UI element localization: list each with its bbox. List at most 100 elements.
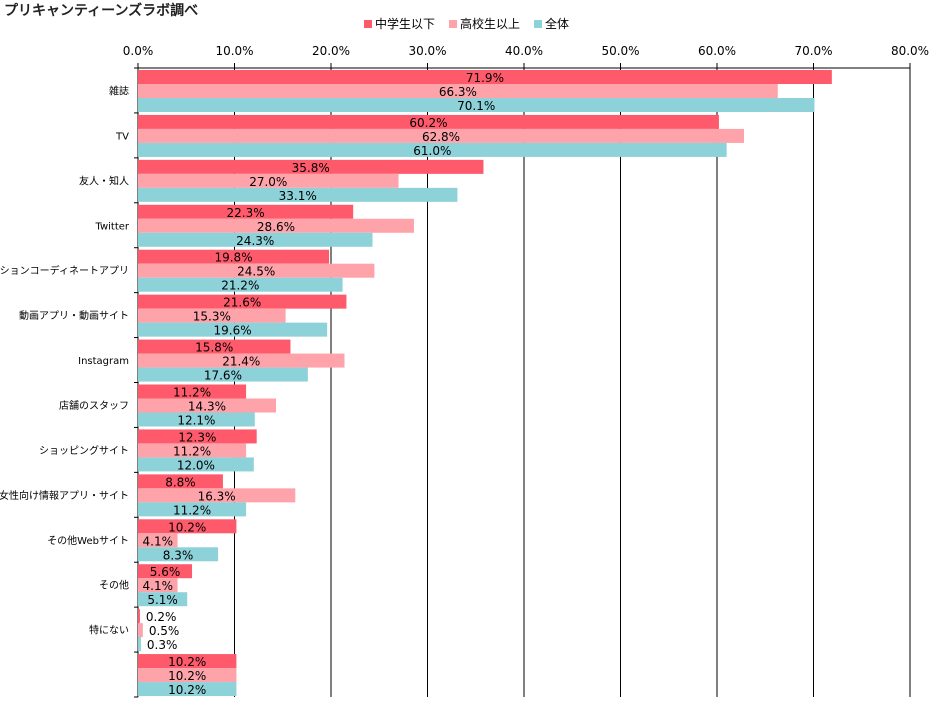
bar — [138, 488, 296, 503]
bar — [138, 142, 727, 157]
bar — [138, 322, 328, 337]
category-label: その他 — [99, 579, 129, 592]
bar — [138, 218, 414, 233]
category-label: 雑誌 — [109, 84, 129, 97]
x-tick-label: 80.0% — [891, 44, 929, 58]
data-label: 4.1% — [143, 534, 174, 548]
bar — [138, 502, 247, 517]
data-label: 12.3% — [178, 430, 216, 444]
data-label: 5.6% — [150, 565, 181, 579]
data-label: 19.6% — [214, 324, 252, 338]
legend-label-overall: 全体 — [545, 17, 570, 31]
category-label: 女性向け情報アプリ・サイト — [0, 489, 129, 502]
x-tick-label: 50.0% — [601, 44, 639, 58]
bar — [138, 474, 223, 489]
data-label: 71.9% — [466, 71, 504, 85]
bar — [138, 249, 330, 264]
legend-swatch-junior-high — [364, 19, 372, 28]
x-tick-label: 0.0% — [123, 44, 154, 58]
bar — [138, 443, 247, 458]
legend-item-junior-high: 中学生以下 — [364, 15, 435, 32]
bar — [138, 609, 140, 624]
bar — [138, 84, 778, 98]
legend-label-junior-high: 中学生以下 — [375, 17, 436, 31]
data-label: 35.8% — [292, 161, 330, 175]
data-label: 16.3% — [198, 489, 236, 503]
bar — [138, 637, 141, 652]
category-label: その他Webサイト — [47, 534, 129, 547]
data-label: 28.6% — [257, 220, 295, 234]
x-tick-label: 60.0% — [698, 44, 736, 58]
bar — [138, 353, 345, 368]
legend-swatch-overall — [534, 19, 543, 28]
bar — [138, 367, 308, 382]
data-label: 12.1% — [177, 414, 215, 428]
data-label: 15.8% — [195, 341, 233, 355]
bar — [138, 294, 347, 309]
category-label: Twitter — [94, 221, 129, 232]
legend-item-overall: 全体 — [534, 15, 569, 32]
bar — [138, 623, 143, 638]
legend-swatch-high-school — [449, 19, 458, 28]
data-label: 70.1% — [457, 99, 495, 113]
data-label: 0.3% — [147, 638, 178, 652]
bar — [138, 412, 255, 427]
data-label: 8.8% — [165, 475, 196, 489]
bar — [138, 457, 254, 472]
data-label: 10.2% — [168, 655, 206, 669]
bar — [138, 159, 484, 174]
data-label: 66.3% — [439, 85, 477, 99]
data-label: 19.8% — [214, 251, 252, 265]
legend-label-high-school: 高校生以上 — [460, 17, 521, 31]
data-label: 5.1% — [147, 593, 178, 607]
data-label: 33.1% — [279, 189, 317, 203]
category-label: Instagram — [78, 356, 129, 367]
bar — [138, 519, 237, 534]
data-label: 10.2% — [168, 520, 206, 534]
category-label: ファッションコーディネートアプリ — [0, 264, 129, 277]
bar — [138, 128, 745, 143]
x-tick-label: 40.0% — [505, 44, 543, 58]
bar — [138, 204, 354, 219]
bar — [138, 70, 832, 84]
category-label: 友人・知人 — [79, 174, 129, 187]
bar — [138, 533, 178, 548]
data-label: 61.0% — [413, 144, 451, 158]
data-label: 8.3% — [163, 548, 194, 562]
data-label: 14.3% — [188, 400, 226, 414]
category-label: 動画アプリ・動画サイト — [19, 309, 129, 322]
data-label: 11.2% — [173, 386, 211, 400]
bar — [138, 654, 237, 669]
bar — [138, 277, 343, 292]
data-label: 10.2% — [168, 669, 206, 683]
data-label: 21.6% — [223, 296, 261, 310]
data-label: 27.0% — [249, 175, 287, 189]
data-label: 15.3% — [193, 310, 231, 324]
data-label: 0.2% — [146, 610, 177, 624]
data-label: 24.5% — [237, 265, 275, 279]
data-label: 0.5% — [149, 624, 180, 638]
data-label: 4.1% — [143, 579, 174, 593]
data-label: 17.6% — [204, 369, 242, 383]
data-label: 21.4% — [222, 355, 260, 369]
legend-item-high-school: 高校生以上 — [449, 15, 520, 32]
bar — [138, 578, 178, 593]
data-label: 62.8% — [422, 130, 460, 144]
bar — [138, 592, 188, 607]
bar — [138, 187, 458, 202]
bar — [138, 564, 193, 579]
bar — [138, 547, 219, 562]
data-label: 21.2% — [221, 279, 259, 293]
data-label: 60.2% — [409, 116, 447, 130]
data-label: 24.3% — [236, 234, 274, 248]
bar — [138, 339, 291, 354]
category-label: ショッピングサイト — [39, 444, 129, 457]
data-label: 22.3% — [227, 206, 265, 220]
x-tick-label: 10.0% — [215, 44, 253, 58]
category-label: 店舗のスタッフ — [59, 399, 129, 412]
bar — [138, 398, 276, 413]
data-label: 11.2% — [173, 444, 211, 458]
bar — [138, 308, 286, 323]
bar — [138, 384, 247, 399]
bar — [138, 114, 719, 129]
